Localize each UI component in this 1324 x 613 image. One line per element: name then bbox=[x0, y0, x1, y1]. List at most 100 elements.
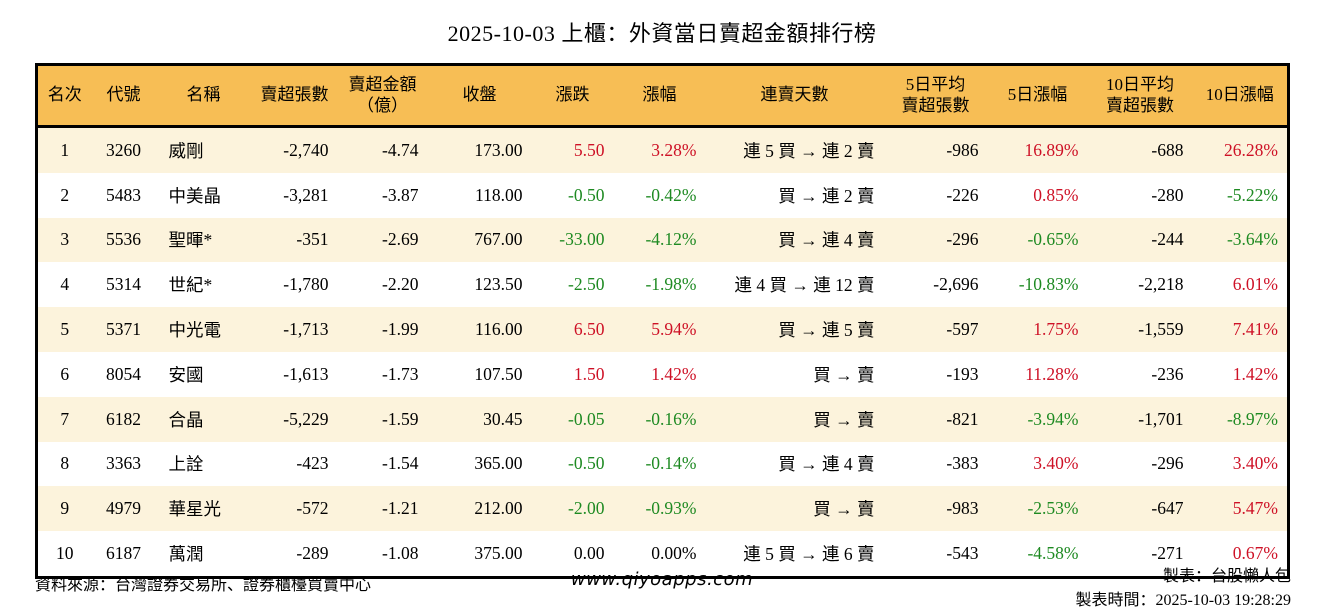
close-cell: 365.00 bbox=[474, 453, 523, 474]
sell-volume-cell: -1,780 bbox=[283, 274, 329, 295]
sell-amount-cell: -1.21 bbox=[382, 498, 419, 519]
sell-amount-cell: -2.20 bbox=[382, 274, 419, 295]
name-cell: 華星光 bbox=[168, 499, 222, 520]
name-cell: 世紀* bbox=[168, 275, 213, 296]
streak-cell: 買 → 連 4 賣 bbox=[778, 454, 875, 475]
table-row: 3 5536 聖暉* -351 -2.69 767.00 -33.00 -4.12% 買 → 連… bbox=[36, 217, 1289, 263]
close-cell: 118.00 bbox=[475, 184, 523, 205]
pct5-cell: 0.85% bbox=[1033, 184, 1079, 205]
name-cell: 威剛 bbox=[168, 140, 204, 161]
change-pct-cell: -4.12% bbox=[645, 229, 697, 250]
sell-volume-cell: -423 bbox=[296, 453, 329, 474]
pct5-cell: -10.83% bbox=[1018, 274, 1079, 295]
sell-amount-cell: -1.73 bbox=[382, 363, 419, 384]
avg10-cell: -236 bbox=[1151, 363, 1184, 384]
change-pct-cell: 5.94% bbox=[651, 319, 697, 340]
report-credit: 製表：台股懶人包 製表時間：2025-10-03 19:28:29 bbox=[1075, 565, 1291, 613]
change-pct-cell: -0.42% bbox=[645, 184, 697, 205]
table-row: 5 5371 中光電 -1,713 -1.99 116.00 6.50 5.94% 買 → 連 … bbox=[36, 307, 1289, 352]
pct10-cell: -8.97% bbox=[1226, 408, 1278, 429]
rank-cell: 7 bbox=[60, 408, 70, 429]
table-row: 6 8054 安國 -1,613 -1.73 107.50 1.50 1.42% 買 → 賣 -1… bbox=[37, 352, 1289, 397]
avg10-cell: -647 bbox=[1151, 498, 1184, 519]
streak-cell: 買 → 賣 bbox=[813, 364, 875, 385]
col-header-streak: 連賣天數 bbox=[705, 64, 884, 128]
change-cell: -0.50 bbox=[568, 184, 605, 205]
code-cell: 5371 bbox=[106, 319, 141, 340]
avg10-cell: -1,701 bbox=[1138, 408, 1184, 429]
avg10-cell: -2,218 bbox=[1138, 274, 1184, 295]
avg5-cell: -296 bbox=[946, 229, 979, 250]
sell-amount-cell: -1.54 bbox=[382, 453, 419, 474]
change-pct-cell: 1.42% bbox=[651, 363, 697, 384]
change-pct-cell: -0.14% bbox=[645, 453, 697, 474]
streak-cell: 買 → 連 2 賣 bbox=[778, 185, 875, 206]
code-cell: 5536 bbox=[106, 229, 141, 250]
avg5-cell: -543 bbox=[946, 543, 979, 564]
sell-amount-cell: -1.08 bbox=[382, 543, 419, 564]
avg5-cell: -983 bbox=[946, 498, 979, 519]
sell-volume-cell: -1,613 bbox=[283, 363, 329, 384]
sell-volume-cell: -3,281 bbox=[283, 184, 329, 205]
avg10-cell: -296 bbox=[1151, 453, 1184, 474]
pct10-cell: 7.41% bbox=[1232, 319, 1278, 340]
sell-volume-cell: -5,229 bbox=[283, 408, 329, 429]
pct10-cell: 26.28% bbox=[1224, 139, 1278, 160]
rank-cell: 1 bbox=[60, 139, 70, 160]
pct5-cell: 3.40% bbox=[1033, 453, 1079, 474]
code-cell: 5314 bbox=[106, 274, 141, 295]
avg10-cell: -1,559 bbox=[1138, 319, 1184, 340]
sell-volume-cell: -2,740 bbox=[283, 139, 329, 160]
rank-cell: 9 bbox=[60, 498, 70, 519]
table-row: 2 5483 中美晶 -3,281 -3.87 118.00 -0.50 -0.42% 買 → … bbox=[37, 173, 1289, 218]
change-pct-cell: 0.00% bbox=[651, 543, 697, 564]
streak-cell: 連 5 買 → 連 6 賣 bbox=[743, 544, 875, 565]
name-cell: 聖暉* bbox=[168, 230, 213, 251]
sell-volume-cell: -572 bbox=[296, 498, 329, 519]
pct10-cell: -5.22% bbox=[1226, 184, 1278, 205]
avg5-cell: -226 bbox=[946, 184, 979, 205]
close-cell: 107.50 bbox=[474, 363, 523, 384]
avg5-cell: -821 bbox=[946, 408, 979, 429]
pct10-cell: 1.42% bbox=[1232, 363, 1278, 384]
col-header-pct5: 5日漲幅 bbox=[987, 64, 1088, 128]
made-time-label: 製表時間：2025-10-03 19:28:29 bbox=[1075, 592, 1291, 609]
pct10-cell: 5.47% bbox=[1232, 498, 1278, 519]
change-cell: -33.00 bbox=[559, 229, 605, 250]
pct5-cell: 11.28% bbox=[1025, 363, 1079, 384]
change-cell: -0.05 bbox=[568, 408, 605, 429]
website-link[interactable]: www.qiyoapps.com bbox=[570, 569, 754, 590]
pct5-cell: 1.75% bbox=[1033, 319, 1079, 340]
close-cell: 30.45 bbox=[483, 408, 523, 429]
header-row: 名次 代號 名稱 賣超張數 賣超金額 （億） 收盤 漲跌 漲幅 連賣天數 5日平… bbox=[36, 64, 1289, 128]
avg10-cell: -271 bbox=[1151, 543, 1184, 564]
data-source-note: 資料來源：台灣證券交易所、證券櫃檯買賣中心 bbox=[35, 577, 372, 594]
change-cell: -2.00 bbox=[568, 498, 605, 519]
table-row: 9 4979 華星光 -572 -1.21 212.00 -2.00 -0.93% 買 → 賣 -… bbox=[36, 486, 1289, 532]
streak-cell: 連 4 買 → 連 12 賣 bbox=[734, 275, 875, 296]
avg10-cell: -280 bbox=[1151, 184, 1184, 205]
avg10-cell: -244 bbox=[1151, 229, 1184, 250]
sell-amount-cell: -1.59 bbox=[382, 408, 419, 429]
avg5-cell: -986 bbox=[946, 139, 979, 160]
code-cell: 6182 bbox=[106, 408, 141, 429]
change-cell: 6.50 bbox=[573, 319, 605, 340]
col-header-sell-amount: 賣超金額 （億） bbox=[337, 64, 428, 128]
table-row: 1 3260 威剛 -2,740 -4.74 173.00 5.50 3.28% 連 5 買 →… bbox=[36, 126, 1289, 173]
close-cell: 375.00 bbox=[474, 543, 523, 564]
avg5-cell: -193 bbox=[946, 363, 979, 384]
col-header-name: 名稱 bbox=[155, 64, 252, 128]
sell-volume-cell: -289 bbox=[296, 543, 329, 564]
close-cell: 116.00 bbox=[475, 319, 523, 340]
name-cell: 萬潤 bbox=[168, 544, 204, 565]
close-cell: 173.00 bbox=[474, 139, 523, 160]
name-cell: 安國 bbox=[168, 364, 204, 385]
name-cell: 中光電 bbox=[168, 320, 222, 341]
col-header-rank: 名次 bbox=[36, 64, 92, 128]
rank-cell: 3 bbox=[60, 229, 70, 250]
name-cell: 合晶 bbox=[168, 409, 204, 430]
rank-cell: 4 bbox=[60, 274, 70, 295]
page-title: 2025-10-03 上櫃：外資當日賣超金額排行榜 bbox=[447, 21, 877, 46]
pct10-cell: 6.01% bbox=[1232, 274, 1278, 295]
col-header-change-pct: 漲幅 bbox=[613, 64, 706, 128]
